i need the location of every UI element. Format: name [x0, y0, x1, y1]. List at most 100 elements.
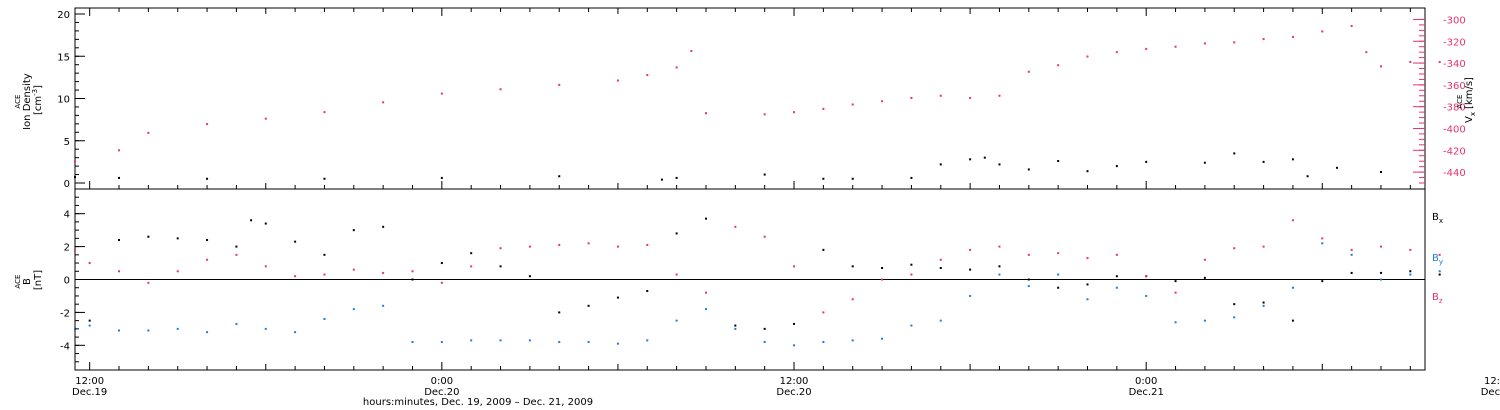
- by-point: [1379, 278, 1382, 281]
- by-point: [1027, 285, 1030, 288]
- density-point: [440, 176, 443, 179]
- vx-point: [851, 103, 854, 106]
- by-point: [558, 341, 561, 344]
- bz-point: [74, 248, 76, 251]
- by-point: [763, 341, 766, 344]
- bx-point: [1350, 271, 1353, 274]
- bz-point: [1027, 253, 1030, 256]
- vx-point: [1350, 24, 1353, 27]
- vx-tick-label: -340: [1443, 59, 1466, 70]
- vx-point: [1057, 64, 1060, 67]
- density-tick-label: 0: [64, 179, 70, 190]
- plot-frame: [74, 7, 1426, 371]
- bz-point: [1438, 253, 1441, 256]
- bx-point: [939, 266, 942, 269]
- x-tick-label-date: Dec.21: [1129, 387, 1164, 398]
- bx-point: [969, 268, 972, 271]
- bz-point: [264, 265, 267, 268]
- vx-point: [1262, 38, 1265, 41]
- legend-bz-b: B: [1432, 292, 1439, 303]
- density-axis-title-unit: [cm: [33, 96, 44, 115]
- bx-point: [1086, 283, 1089, 286]
- bz-point: [1321, 237, 1324, 240]
- density-point: [1027, 168, 1030, 171]
- bz-point: [763, 235, 766, 238]
- x-tick-label-date: Dec.21: [1481, 387, 1500, 398]
- bz-point: [1145, 275, 1148, 278]
- bz-point: [1203, 258, 1206, 261]
- by-point: [1174, 321, 1177, 324]
- vx-series: [74, 24, 1441, 163]
- by-point: [851, 339, 854, 342]
- density-point: [1203, 161, 1206, 164]
- bx-point: [1174, 280, 1177, 283]
- vx-point: [616, 79, 619, 82]
- vx-point: [881, 100, 884, 103]
- legend-by-sub: y: [1439, 258, 1443, 266]
- bz-series: [74, 219, 1441, 314]
- by-point: [1291, 286, 1294, 289]
- density-point: [206, 177, 209, 180]
- vx-tick-label: -360: [1443, 81, 1466, 92]
- bx-point: [1409, 270, 1412, 273]
- bz-point: [616, 245, 619, 248]
- vx-point: [763, 113, 766, 116]
- by-point: [704, 308, 707, 311]
- vx-point: [969, 96, 972, 99]
- by-point: [1350, 253, 1353, 256]
- vx-point: [1365, 51, 1368, 54]
- bz-point: [118, 270, 121, 273]
- bx-point: [235, 245, 238, 248]
- by-point: [969, 294, 972, 297]
- bx-point: [646, 290, 649, 293]
- density-point: [1291, 158, 1294, 161]
- by-point: [822, 341, 825, 344]
- by-point: [206, 331, 209, 334]
- bx-point: [1321, 280, 1324, 283]
- by-series: [74, 242, 1441, 347]
- bz-point: [382, 271, 385, 274]
- bz-point: [587, 242, 590, 245]
- bx-point: [1233, 303, 1236, 306]
- bz-point: [235, 253, 238, 256]
- by-point: [352, 308, 355, 311]
- vx-tick-label: -320: [1443, 37, 1466, 48]
- vx-point: [1027, 70, 1030, 73]
- bx-point: [1379, 271, 1382, 274]
- vx-point: [1145, 47, 1148, 50]
- density-point: [1115, 165, 1118, 168]
- density-point: [323, 177, 326, 180]
- by-point: [1115, 286, 1118, 289]
- b-tick-label: -2: [60, 308, 70, 319]
- x-axis-title: hours:minutes, Dec. 19, 2009 – Dec. 21, …: [363, 397, 593, 408]
- bz-point: [646, 243, 649, 246]
- b-tick-label: 2: [64, 243, 70, 254]
- bx-point: [704, 217, 707, 220]
- bz-point: [440, 281, 443, 284]
- by-point: [587, 341, 590, 344]
- legend-bx-b: B: [1432, 212, 1439, 223]
- b-axis-title: ACE B [nT]: [12, 270, 44, 290]
- b-tick-label: 4: [64, 210, 70, 221]
- b-axis-title-unit: [nT]: [33, 270, 44, 290]
- by-point: [264, 327, 267, 330]
- legend-by-b: B: [1432, 253, 1439, 264]
- density-axis-title-sup: -3: [31, 89, 39, 96]
- x-tick-label-time: 12:00: [780, 376, 809, 387]
- legend-bz-sub: z: [1439, 297, 1443, 305]
- bx-point: [323, 253, 326, 256]
- bx-point: [1438, 273, 1441, 276]
- vx-point: [264, 117, 267, 120]
- bx-point: [763, 327, 766, 330]
- bz-point: [1409, 248, 1412, 251]
- vx-point: [998, 94, 1001, 97]
- by-point: [1145, 294, 1148, 297]
- bx-point: [998, 265, 1001, 268]
- density-point: [1057, 160, 1060, 163]
- by-point: [411, 341, 414, 344]
- density-point: [675, 176, 678, 179]
- by-point: [998, 273, 1001, 276]
- bx-point: [411, 278, 414, 281]
- vx-tick-label: -400: [1443, 124, 1466, 135]
